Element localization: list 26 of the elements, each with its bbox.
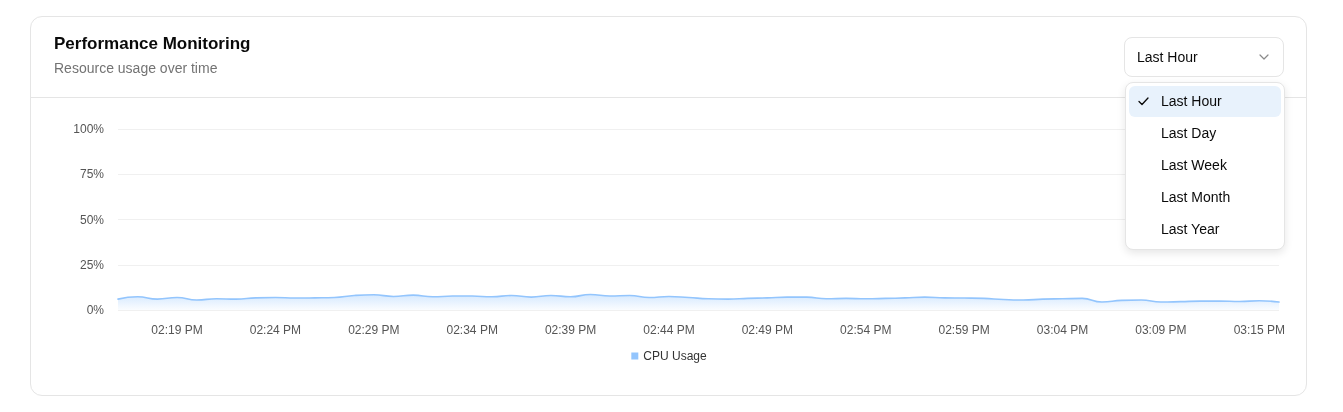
chart-title: Performance Monitoring (54, 34, 251, 54)
x-tick-label: 02:44 PM (643, 323, 695, 337)
x-tick-label: 03:04 PM (1036, 323, 1089, 337)
legend-label: CPU Usage (643, 349, 707, 363)
x-tick-label: 03:09 PM (1135, 323, 1187, 337)
x-tick-label: 02:29 PM (348, 323, 400, 337)
dropdown-option: Last Month (1161, 189, 1231, 205)
x-tick-label: 02:39 PM (544, 323, 597, 337)
y-tick-label: 75% (79, 167, 105, 182)
dropdown-option: Last Year (1161, 221, 1220, 237)
dropdown-option: Last Week (1161, 157, 1227, 173)
y-tick-label: 100% (73, 122, 105, 136)
x-tick-label: 02:34 PM (446, 323, 498, 337)
x-tick-label: 02:59 PM (938, 323, 990, 337)
dropdown-option: Last Day (1161, 125, 1217, 141)
x-tick-label: 02:54 PM (840, 323, 892, 337)
dropdown-button: Last Hour (1124, 37, 1284, 77)
x-tick-label: 03:15 PM (1233, 323, 1286, 337)
dropdown-option: Last Hour (1161, 93, 1222, 109)
x-tick-label: 02:49 PM (741, 323, 794, 337)
x-tick-label: 02:19 PM (151, 323, 203, 337)
y-tick-label: 0% (86, 303, 105, 317)
chart-subtitle: Resource usage over time (54, 60, 218, 76)
x-tick-label: 02:24 PM (249, 323, 302, 337)
y-tick-label: 25% (79, 257, 105, 272)
y-tick-label: 50% (79, 212, 105, 227)
